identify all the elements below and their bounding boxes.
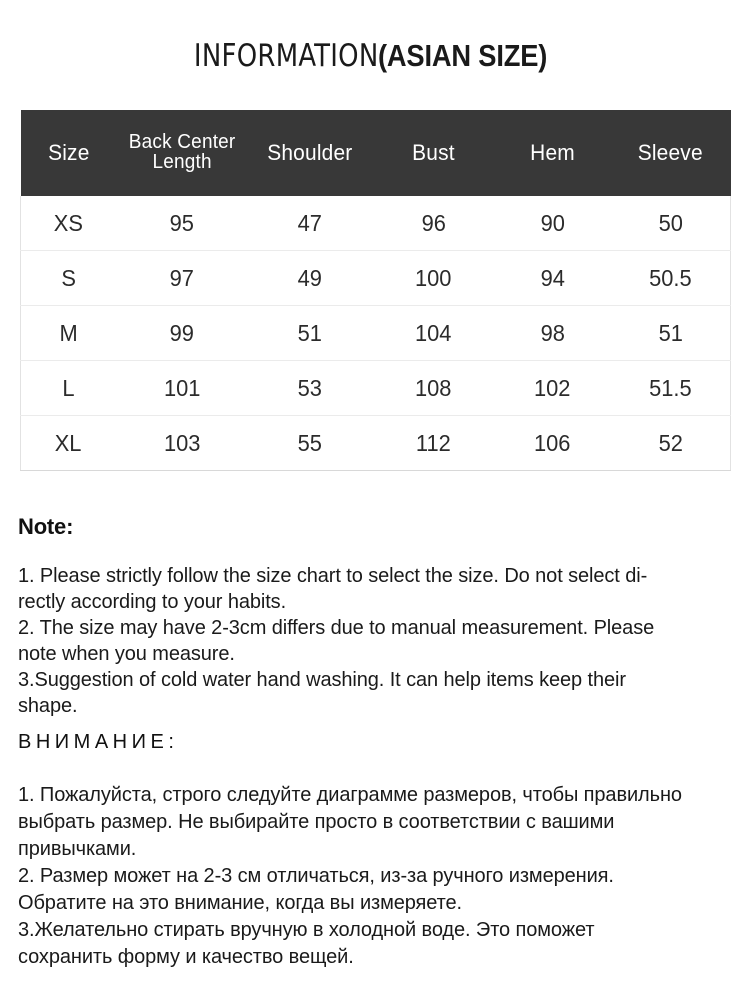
header-row: Size Back Center Length Shoulder Bust He…: [20, 110, 731, 196]
notes-section-russian: ВНИМАНИЕ: 1. Пожалуйста, строго следуйте…: [18, 728, 734, 971]
notes-section-english: Note: 1. Please strictly follow the size…: [18, 512, 734, 719]
notes-list: 1. Please strictly follow the size chart…: [18, 563, 734, 719]
cell-size: XL: [20, 415, 117, 471]
cell-shoulder: 47: [247, 196, 373, 251]
column-header-size: Size: [20, 110, 117, 196]
cell-bust: 112: [372, 415, 495, 471]
cell-hem: 94: [494, 250, 611, 306]
size-chart-header: Size Back Center Length Shoulder Bust He…: [20, 110, 731, 196]
note-line: rectly according to your habits.: [18, 591, 287, 613]
cell-hem: 98: [494, 305, 611, 361]
cell-hem: 90: [494, 196, 611, 251]
cell-sleeve: 52: [610, 415, 731, 471]
page-title: INFORMATION (ASIAN SIZE): [0, 36, 750, 76]
note-line: 1. Please strictly follow the size chart…: [18, 565, 648, 587]
cell-back-center-length: 97: [116, 250, 248, 306]
table-row: XS 95 47 96 90 50: [20, 196, 731, 251]
cell-back-center-length: 99: [116, 305, 248, 361]
column-header-shoulder: Shoulder: [247, 110, 373, 196]
table-row: M 99 51 104 98 51: [20, 305, 731, 361]
russian-note-line: привычками.: [18, 838, 137, 860]
cell-bust: 108: [372, 360, 495, 416]
russian-note-line: Обратите на это внимание, когда вы измер…: [18, 892, 462, 914]
column-header-sleeve: Sleeve: [610, 110, 731, 196]
cell-shoulder: 55: [247, 415, 373, 471]
note-line: 3.Suggestion of cold water hand washing.…: [18, 669, 626, 691]
cell-hem: 106: [494, 415, 611, 471]
russian-note-line: 1. Пожалуйста, строго следуйте диаграмме…: [18, 784, 682, 806]
page-title-bold: (ASIAN SIZE): [378, 38, 548, 73]
cell-bust: 96: [372, 196, 495, 251]
cell-shoulder: 49: [247, 250, 373, 306]
cell-bust: 100: [372, 250, 495, 306]
russian-note-line: сохранить форму и качество вещей.: [18, 946, 354, 968]
cell-sleeve: 50: [610, 196, 731, 251]
russian-note-line: 3.Желательно стирать вручную в холодной …: [18, 919, 595, 941]
cell-size: S: [20, 250, 117, 306]
page-title-light: INFORMATION: [193, 38, 379, 74]
column-header-hem: Hem: [494, 110, 611, 196]
cell-hem: 102: [494, 360, 611, 416]
russian-notes-heading: ВНИМАНИЕ:: [18, 731, 179, 753]
russian-note-line: 2. Размер может на 2-3 см отличаться, из…: [18, 865, 614, 887]
column-header-bust: Bust: [372, 110, 495, 196]
russian-note-line: выбрать размер. Не выбирайте просто в со…: [18, 811, 615, 833]
cell-size: XS: [20, 196, 117, 251]
table-row: XL 103 55 112 106 52: [20, 415, 731, 471]
russian-notes-list: 1. Пожалуйста, строго следуйте диаграмме…: [18, 782, 734, 971]
cell-back-center-length: 101: [116, 360, 248, 416]
note-line: shape.: [18, 695, 78, 717]
size-chart-table: Size Back Center Length Shoulder Bust He…: [20, 110, 731, 471]
cell-shoulder: 51: [247, 305, 373, 361]
cell-bust: 104: [372, 305, 495, 361]
table-row: L 101 53 108 102 51.5: [20, 360, 731, 416]
cell-back-center-length: 95: [116, 196, 248, 251]
note-line: 2. The size may have 2-3cm differs due t…: [18, 617, 655, 639]
column-header-back-center-length: Back Center Length: [116, 110, 248, 196]
note-line: note when you measure.: [18, 643, 235, 665]
notes-heading: Note:: [18, 514, 74, 539]
size-chart-body: XS 95 47 96 90 50 S 97 49 100 94 50.5 M …: [20, 196, 731, 471]
cell-shoulder: 53: [247, 360, 373, 416]
cell-size: L: [20, 360, 117, 416]
cell-sleeve: 51.5: [610, 360, 731, 416]
cell-size: M: [20, 305, 117, 361]
cell-sleeve: 50.5: [610, 250, 731, 306]
table-row: S 97 49 100 94 50.5: [20, 250, 731, 306]
cell-sleeve: 51: [610, 305, 731, 361]
cell-back-center-length: 103: [116, 415, 248, 471]
